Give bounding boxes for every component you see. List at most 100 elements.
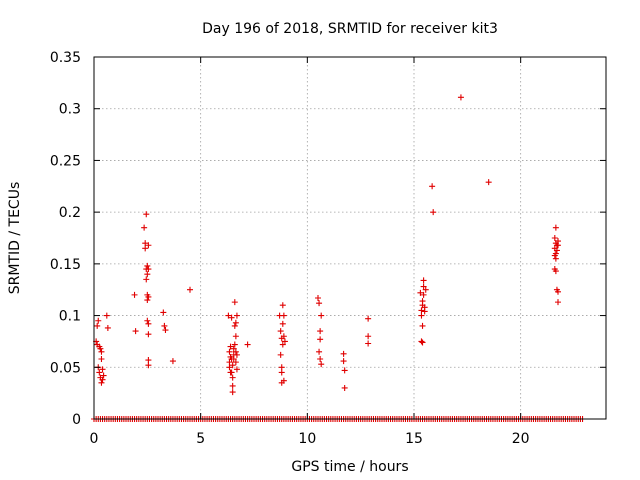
x-tick-label: 15 xyxy=(405,431,423,447)
data-point xyxy=(365,333,372,340)
data-point xyxy=(316,348,323,355)
data-point xyxy=(457,94,464,101)
x-tick-label: 20 xyxy=(512,431,530,447)
data-point xyxy=(97,345,104,352)
axis-ticks xyxy=(93,56,606,420)
data-point xyxy=(104,324,111,331)
data-point xyxy=(418,312,425,319)
data-point xyxy=(141,224,148,231)
data-point xyxy=(555,242,561,249)
data-point xyxy=(419,339,426,346)
x-tick-label: 5 xyxy=(196,431,205,447)
data-point xyxy=(144,317,151,324)
data-point xyxy=(161,322,168,329)
data-point xyxy=(169,358,176,365)
data-point xyxy=(279,341,286,348)
data-point xyxy=(143,211,150,218)
data-point xyxy=(430,209,437,216)
data-point xyxy=(340,358,347,365)
y-tick-label: 0.25 xyxy=(50,153,81,169)
x-tick-label: 10 xyxy=(298,431,316,447)
data-point xyxy=(341,367,348,374)
plot-frame xyxy=(93,56,607,420)
data-point xyxy=(145,331,152,338)
data-point xyxy=(145,293,152,300)
data-point xyxy=(131,291,138,298)
data-point xyxy=(233,366,240,373)
data-point xyxy=(143,276,150,283)
data-point xyxy=(418,307,425,314)
data-point xyxy=(420,277,427,284)
data-point xyxy=(417,289,424,296)
data-point xyxy=(365,315,372,322)
data-point xyxy=(316,300,323,307)
x-axis-label: GPS time / hours xyxy=(291,459,408,475)
y-tick-label: 0 xyxy=(72,412,81,428)
y-tick-label: 0.35 xyxy=(50,50,81,66)
data-points xyxy=(91,94,586,422)
data-point xyxy=(144,271,151,278)
data-point xyxy=(232,333,239,340)
chart-title: Day 196 of 2018, SRMTID for receiver kit… xyxy=(202,21,498,37)
data-point xyxy=(318,361,325,368)
data-point xyxy=(160,309,167,316)
data-point xyxy=(555,288,561,295)
data-point xyxy=(145,266,152,273)
y-tick-label: 0.3 xyxy=(59,102,81,118)
data-point xyxy=(315,294,321,301)
data-point xyxy=(231,299,238,306)
x-tick-labels: 0 5 10 15 20 xyxy=(90,431,530,447)
data-point xyxy=(278,364,285,371)
y-axis-label: SRMTID / TECUs xyxy=(7,182,23,295)
data-point xyxy=(340,350,347,357)
y-tick-labels: 0 0.05 0.1 0.15 0.2 0.25 0.3 0.35 xyxy=(50,50,81,428)
data-point xyxy=(278,369,285,376)
data-point xyxy=(96,369,103,376)
data-point xyxy=(229,382,236,389)
data-point xyxy=(145,357,152,364)
data-point xyxy=(421,308,428,315)
data-point xyxy=(145,242,152,249)
data-point xyxy=(99,366,106,373)
data-point xyxy=(232,359,239,366)
data-point xyxy=(94,322,101,329)
data-point xyxy=(552,250,559,257)
data-point xyxy=(232,319,239,326)
data-point xyxy=(419,322,426,329)
data-point xyxy=(142,245,149,252)
data-point xyxy=(187,286,193,293)
data-point xyxy=(552,268,559,275)
data-point xyxy=(552,224,559,231)
y-tick-label: 0.2 xyxy=(59,205,81,221)
data-point xyxy=(226,348,233,355)
data-point xyxy=(228,314,235,321)
data-point xyxy=(551,235,558,241)
data-point xyxy=(280,377,287,384)
data-point xyxy=(132,328,139,335)
data-point xyxy=(281,338,288,345)
data-point xyxy=(279,302,286,309)
data-point xyxy=(229,374,236,381)
data-point xyxy=(280,312,287,319)
data-point xyxy=(225,312,232,319)
data-point xyxy=(231,322,238,329)
data-point xyxy=(144,297,151,304)
y-tick-label: 0.1 xyxy=(59,309,81,325)
data-point xyxy=(100,372,107,379)
data-point xyxy=(277,328,284,335)
data-point xyxy=(99,376,106,383)
data-point xyxy=(280,333,287,340)
data-point xyxy=(230,356,237,363)
data-point xyxy=(162,327,169,334)
x-tick-label: 0 xyxy=(90,431,99,447)
data-point xyxy=(429,183,436,190)
data-point xyxy=(317,328,324,335)
data-point xyxy=(244,341,251,348)
data-point xyxy=(317,336,324,343)
data-point xyxy=(98,379,105,386)
data-point xyxy=(226,359,233,366)
data-point xyxy=(420,291,427,298)
data-point xyxy=(317,356,324,363)
data-point xyxy=(365,340,372,347)
